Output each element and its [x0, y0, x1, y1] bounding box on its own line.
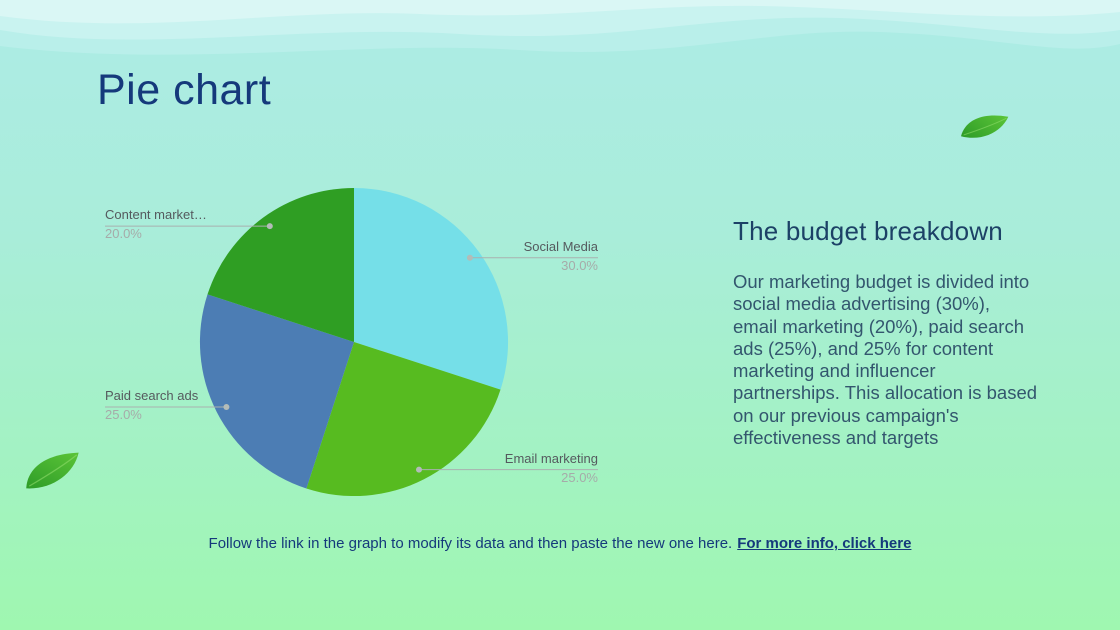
- footer-text: Follow the link in the graph to modify i…: [208, 535, 733, 552]
- wave-decoration: [0, 0, 1120, 55]
- footer-note: Follow the link in the graph to modify i…: [0, 535, 1120, 552]
- pie-label-paid-search-ads: Paid search ads 25.0%: [105, 388, 198, 422]
- pie-label-name: Paid search ads: [105, 388, 199, 404]
- pie-label-social-media: Social Media 30.0%: [524, 239, 598, 273]
- pie-label-percent: 25.0%: [105, 407, 142, 423]
- pie-slice-social-media[interactable]: [354, 187, 509, 390]
- pie-label-name: Social Media: [523, 238, 598, 254]
- pie-label-name: Content market…: [105, 207, 207, 223]
- pie-label-percent: 30.0%: [561, 257, 598, 273]
- text-column: The budget breakdown Our marketing budge…: [733, 216, 1038, 449]
- leaf-icon: [960, 115, 1009, 138]
- pie-slice-content-marketing[interactable]: [207, 188, 355, 342]
- section-heading: The budget breakdown: [733, 216, 1003, 246]
- slide-title: Pie chart: [97, 66, 272, 114]
- pie-label-percent: 25.0%: [561, 469, 598, 485]
- pie-label-content-marketing: Content market… 20.0%: [105, 207, 207, 241]
- body-text: Our marketing budget is divided into soc…: [733, 271, 1038, 449]
- pie-label-percent: 20.0%: [105, 226, 142, 242]
- pie-slice-paid-search-ads[interactable]: [199, 294, 354, 489]
- pie-label-email-marketing: Email marketing 25.0%: [505, 451, 598, 485]
- pie-label-name: Email marketing: [504, 450, 598, 466]
- footer-link[interactable]: For more info, click here: [737, 535, 912, 552]
- leaf-icon: [26, 452, 79, 489]
- pie-slice-email-marketing[interactable]: [306, 342, 501, 497]
